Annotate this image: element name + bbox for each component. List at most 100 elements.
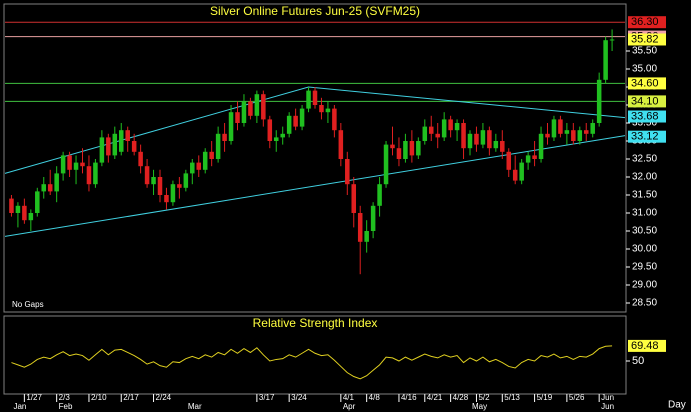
y-tick-label: 29.00: [632, 280, 657, 291]
candle-body: [603, 40, 608, 80]
candle-body: [35, 191, 40, 213]
rsi-tick-label: 50: [632, 355, 644, 367]
candle-body: [164, 195, 169, 203]
candle-body: [519, 162, 524, 181]
candle-body: [506, 151, 512, 170]
candle-body: [609, 39, 615, 41]
x-tick-label: 3/24: [291, 393, 307, 402]
candle-body: [538, 133, 544, 159]
candle-body: [351, 184, 357, 213]
candle-body: [370, 205, 376, 231]
month-label: Jun: [601, 402, 614, 411]
candle-body: [357, 213, 363, 242]
candle-body: [125, 130, 130, 141]
candle-body: [60, 155, 66, 174]
price-panel: [3, 3, 627, 313]
candle-body: [138, 151, 143, 167]
candle-body: [422, 126, 428, 141]
x-tick-label: 1/27: [26, 393, 42, 402]
month-label: Apr: [343, 402, 356, 411]
candle-body: [280, 133, 285, 138]
price-label: 34.60: [631, 77, 659, 89]
x-tick-label: 5/26: [569, 393, 585, 402]
y-tick-label: 30.00: [632, 244, 657, 255]
x-tick-label: 5/13: [504, 393, 520, 402]
candle-body: [403, 141, 408, 159]
x-tick-label: 2/10: [91, 393, 107, 402]
rsi-label: 69.48: [631, 340, 659, 352]
y-tick-label: 30.50: [632, 226, 657, 237]
candle-body: [228, 112, 234, 141]
x-tick-label: 4/16: [401, 393, 417, 402]
candle-body: [435, 133, 440, 138]
candle-body: [80, 162, 85, 167]
price-label: 34.10: [631, 95, 659, 107]
candle-body: [112, 133, 118, 156]
candle-body: [190, 162, 195, 174]
candle-body: [596, 79, 602, 123]
x-tick-label: 2/17: [123, 393, 139, 402]
candle-body: [248, 101, 253, 116]
candle-body: [487, 130, 492, 149]
candle-body: [571, 130, 576, 141]
candle-body: [196, 162, 202, 170]
candle-body: [144, 166, 150, 185]
price-label: 36.30: [631, 16, 659, 28]
price-label-box: [628, 95, 666, 108]
candle-body: [577, 130, 583, 141]
candle-body: [15, 205, 21, 213]
candle-body: [564, 130, 570, 134]
candle-body: [480, 130, 486, 145]
candle-body: [338, 130, 344, 159]
candle-body: [306, 90, 311, 109]
candle-body: [131, 141, 137, 152]
candle-body: [364, 231, 369, 242]
candle-body: [299, 108, 305, 127]
candle-body: [261, 94, 266, 120]
rsi-line: [11, 345, 613, 380]
candle-body: [558, 119, 563, 134]
month-label: May: [472, 402, 487, 411]
y-tick-label: 33.50: [632, 118, 657, 129]
candle-body: [551, 119, 557, 138]
candle-body: [512, 169, 518, 181]
candle-body: [22, 205, 27, 221]
candle-body: [28, 213, 34, 221]
candle-body: [73, 162, 79, 170]
price-label-box: [628, 130, 666, 143]
candle-body: [428, 126, 434, 134]
candle-body: [325, 108, 331, 113]
candle-body: [222, 133, 227, 141]
x-tick-label: 4/1: [343, 393, 355, 402]
candle-body: [177, 184, 182, 188]
y-tick-label: 32.00: [632, 172, 657, 183]
month-label: Jan: [13, 402, 26, 411]
x-tick-label: 5/2: [478, 393, 490, 402]
candle-body: [86, 166, 92, 185]
price-label-box: [628, 77, 666, 90]
candle-body: [545, 133, 550, 138]
candle-body: [106, 137, 111, 156]
candle-body: [590, 123, 595, 134]
x-tick-label: 2/3: [59, 393, 71, 402]
chart-title: Silver Online Futures Jun-25 (SVFM25): [210, 4, 420, 18]
candle-body: [493, 141, 499, 149]
price-label-box: [628, 16, 666, 29]
candle-body: [215, 133, 221, 159]
price-label: 33.12: [631, 131, 659, 143]
candle-body: [41, 184, 47, 192]
candle-body: [9, 198, 14, 213]
candle-body: [319, 105, 324, 113]
rsi-panel: [3, 315, 627, 395]
y-tick-label: 31.50: [632, 190, 657, 201]
candle-body: [293, 115, 298, 127]
candle-body: [396, 148, 402, 159]
candle-body: [93, 162, 98, 185]
y-tick-label: 29.50: [632, 262, 657, 273]
y-tick-label: 31.00: [632, 208, 657, 219]
candle-body: [67, 155, 72, 170]
candle-body: [170, 184, 176, 203]
candle-body: [390, 144, 395, 149]
x-tick-label: 3/17: [259, 393, 275, 402]
